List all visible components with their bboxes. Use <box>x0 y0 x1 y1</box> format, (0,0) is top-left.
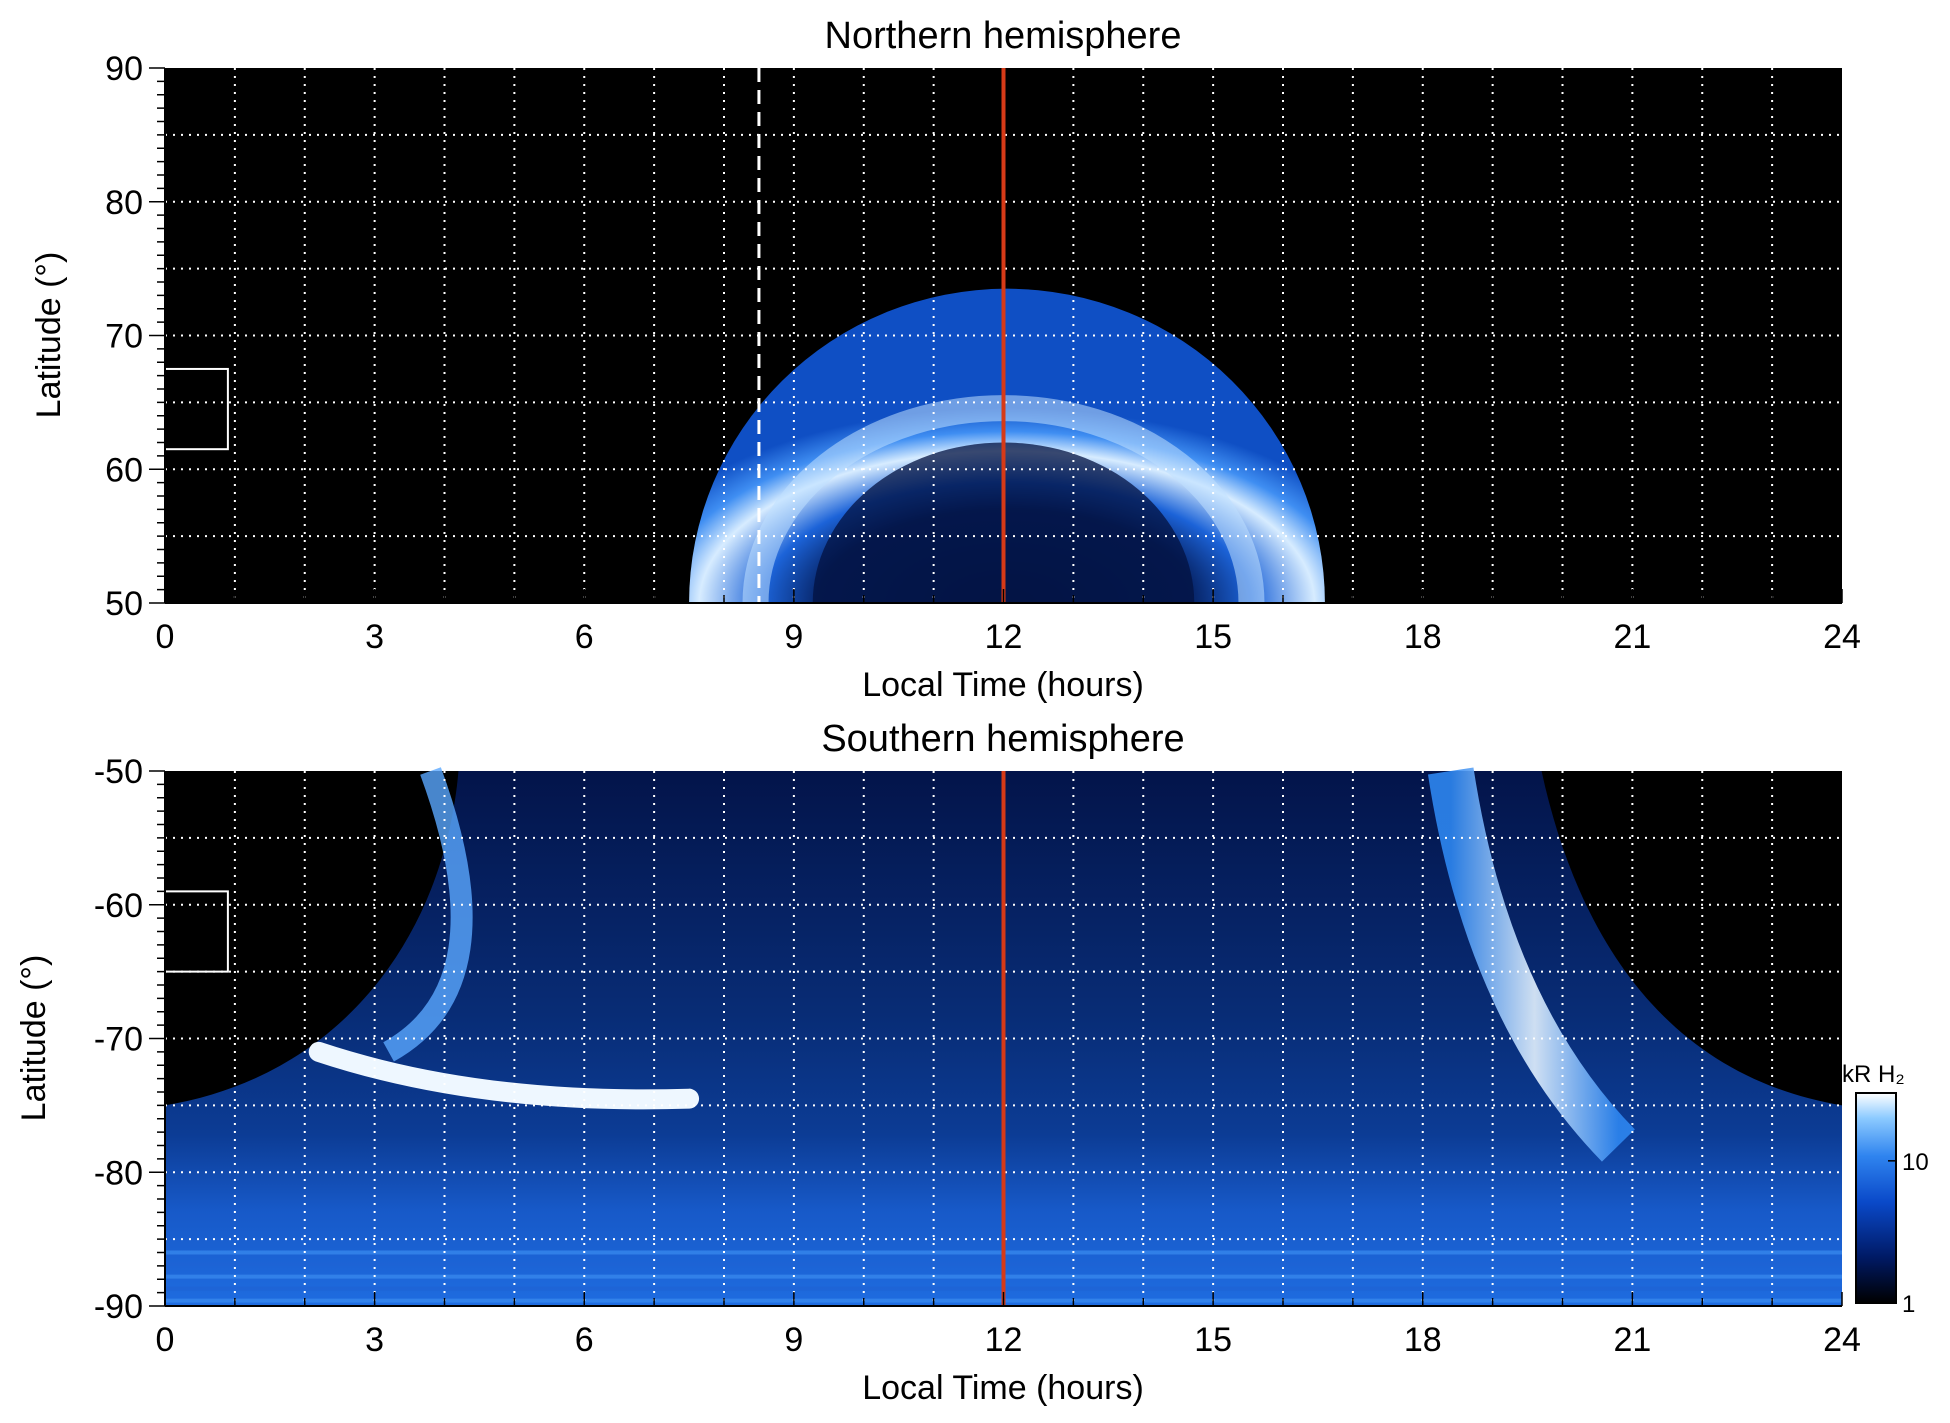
x-tick-label: 18 <box>1404 618 1442 656</box>
north-title: Northern hemisphere <box>825 15 1182 57</box>
x-tick-label: 3 <box>365 1321 384 1359</box>
colorbar-tick-label: 10 <box>1902 1149 1929 1176</box>
x-tick-label: 0 <box>156 1321 175 1359</box>
y-tick-label: -90 <box>94 1288 143 1326</box>
y-tick-label: -50 <box>94 753 143 791</box>
south-dawn-arc <box>383 767 473 1062</box>
x-tick-label: 12 <box>985 1321 1023 1359</box>
north-y-axis-label: Latitude (°) <box>30 252 68 419</box>
y-tick-label: -80 <box>94 1154 143 1192</box>
x-tick-label: 12 <box>985 618 1023 656</box>
x-tick-label: 24 <box>1823 618 1861 656</box>
south-dawn-bright-band <box>308 1041 700 1110</box>
colorbar-label: kR H₂ <box>1842 1061 1905 1088</box>
colorbar: kR H₂ 1 10 <box>1842 1061 1929 1318</box>
x-tick-label: 3 <box>365 618 384 656</box>
south-axes: -90 -80 -70 -60 -50 0 3 6 9 12 15 18 21 24 <box>94 753 1861 1359</box>
south-y-axis-label: Latitude (°) <box>15 955 53 1122</box>
y-tick-label: -60 <box>94 887 143 925</box>
x-tick-label: 0 <box>156 618 175 656</box>
north-x-axis-label: Local Time (hours) <box>862 666 1144 704</box>
x-tick-label: 15 <box>1194 1321 1232 1359</box>
x-tick-label: 21 <box>1613 1321 1651 1359</box>
south-panel: -90 -80 -70 -60 -50 0 3 6 9 12 15 18 21 24 Southern h… <box>15 718 1861 1407</box>
south-x-axis-label: Local Time (hours) <box>862 1369 1144 1407</box>
north-panel: 50 60 70 80 90 0 3 6 9 12 15 18 21 24 Northern hemisp… <box>30 15 1861 704</box>
y-tick-label: 60 <box>105 451 143 489</box>
y-tick-label: 90 <box>105 50 143 88</box>
x-tick-label: 18 <box>1404 1321 1442 1359</box>
y-tick-label: 50 <box>105 585 143 623</box>
y-tick-label: 80 <box>105 184 143 222</box>
x-tick-label: 6 <box>575 618 594 656</box>
x-tick-label: 9 <box>784 1321 803 1359</box>
x-tick-label: 6 <box>575 1321 594 1359</box>
x-tick-label: 15 <box>1194 618 1232 656</box>
x-tick-label: 24 <box>1823 1321 1861 1359</box>
x-tick-label: 9 <box>784 618 803 656</box>
x-tick-label: 21 <box>1613 618 1651 656</box>
south-dusk-arc <box>1427 767 1635 1162</box>
y-tick-label: -70 <box>94 1021 143 1059</box>
south-grid <box>165 771 1842 1306</box>
colorbar-ticks: 1 10 <box>1888 1149 1929 1318</box>
north-axes: 50 60 70 80 90 0 3 6 9 12 15 18 21 24 <box>105 50 1861 656</box>
north-reference-lines <box>164 68 1006 603</box>
colorbar-gradient <box>1855 1092 1897 1304</box>
y-tick-label: 70 <box>105 318 143 356</box>
colorbar-tick-label: 1 <box>1902 1291 1915 1318</box>
south-title: Southern hemisphere <box>821 718 1184 760</box>
